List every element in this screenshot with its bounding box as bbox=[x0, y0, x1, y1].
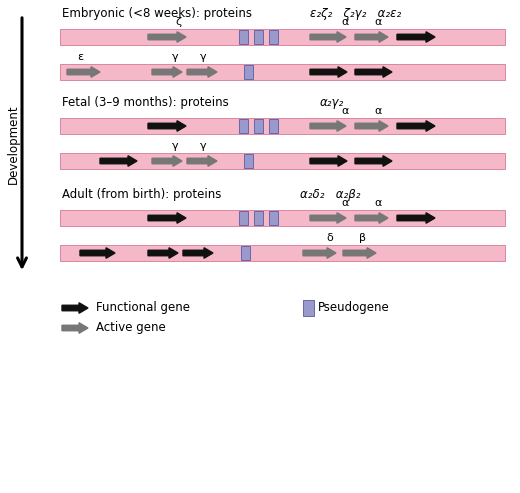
FancyArrow shape bbox=[148, 32, 186, 42]
FancyArrow shape bbox=[152, 156, 182, 166]
Text: ε₂ζ₂   ζ₂γ₂   α₂ε₂: ε₂ζ₂ ζ₂γ₂ α₂ε₂ bbox=[310, 7, 401, 20]
FancyArrow shape bbox=[343, 248, 376, 258]
FancyArrow shape bbox=[148, 121, 186, 131]
Text: α: α bbox=[341, 106, 349, 116]
Bar bbox=[240, 246, 250, 260]
FancyArrow shape bbox=[148, 213, 186, 223]
Bar bbox=[60, 210, 505, 226]
Text: Pseudogene: Pseudogene bbox=[318, 302, 390, 315]
Text: ζ: ζ bbox=[175, 17, 181, 27]
FancyArrow shape bbox=[397, 121, 435, 131]
Bar bbox=[60, 153, 505, 169]
Bar bbox=[243, 65, 253, 79]
Text: β: β bbox=[359, 233, 367, 243]
FancyArrow shape bbox=[67, 67, 100, 77]
FancyArrow shape bbox=[397, 213, 435, 223]
FancyArrow shape bbox=[310, 121, 346, 131]
Text: α₂γ₂: α₂γ₂ bbox=[320, 96, 344, 109]
FancyArrow shape bbox=[148, 248, 178, 258]
FancyArrow shape bbox=[187, 156, 217, 166]
Bar bbox=[60, 118, 505, 134]
Text: Active gene: Active gene bbox=[96, 321, 166, 334]
Text: α₂δ₂   α₂β₂: α₂δ₂ α₂β₂ bbox=[300, 188, 360, 201]
Bar bbox=[60, 245, 505, 261]
Bar bbox=[60, 64, 505, 80]
FancyArrow shape bbox=[397, 32, 435, 42]
FancyArrow shape bbox=[303, 248, 336, 258]
Text: γ: γ bbox=[200, 141, 206, 151]
Text: α: α bbox=[341, 198, 349, 208]
Bar bbox=[268, 30, 278, 44]
Text: α: α bbox=[374, 106, 382, 116]
Bar bbox=[254, 119, 263, 133]
FancyArrow shape bbox=[62, 303, 88, 313]
FancyArrow shape bbox=[100, 156, 137, 166]
FancyArrow shape bbox=[80, 248, 115, 258]
Text: Development: Development bbox=[6, 104, 20, 184]
Bar bbox=[239, 119, 248, 133]
Text: α: α bbox=[341, 17, 349, 27]
FancyArrow shape bbox=[355, 121, 388, 131]
Text: α: α bbox=[374, 198, 382, 208]
FancyArrow shape bbox=[310, 213, 346, 223]
Bar bbox=[268, 211, 278, 225]
Bar bbox=[303, 300, 314, 316]
Text: α: α bbox=[374, 17, 382, 27]
Text: γ: γ bbox=[172, 141, 178, 151]
Text: Adult (from birth): proteins: Adult (from birth): proteins bbox=[62, 188, 222, 201]
Bar bbox=[268, 119, 278, 133]
FancyArrow shape bbox=[310, 156, 347, 166]
Text: Embryonic (<8 weeks): proteins: Embryonic (<8 weeks): proteins bbox=[62, 7, 252, 20]
FancyArrow shape bbox=[355, 156, 392, 166]
Text: ε: ε bbox=[77, 52, 83, 62]
FancyArrow shape bbox=[310, 67, 347, 77]
Bar bbox=[254, 211, 263, 225]
FancyArrow shape bbox=[187, 67, 217, 77]
Bar bbox=[243, 154, 253, 168]
Text: γ: γ bbox=[172, 52, 178, 62]
FancyArrow shape bbox=[355, 67, 392, 77]
FancyArrow shape bbox=[355, 213, 388, 223]
Text: Functional gene: Functional gene bbox=[96, 302, 190, 315]
Bar bbox=[254, 30, 263, 44]
FancyArrow shape bbox=[310, 32, 346, 42]
FancyArrow shape bbox=[152, 67, 182, 77]
Text: δ: δ bbox=[327, 233, 333, 243]
Text: γ: γ bbox=[200, 52, 206, 62]
FancyArrow shape bbox=[355, 32, 388, 42]
FancyArrow shape bbox=[62, 323, 88, 333]
Bar bbox=[60, 29, 505, 45]
Text: Fetal (3–9 months): proteins: Fetal (3–9 months): proteins bbox=[62, 96, 229, 109]
Bar bbox=[239, 211, 248, 225]
Bar bbox=[239, 30, 248, 44]
FancyArrow shape bbox=[183, 248, 213, 258]
